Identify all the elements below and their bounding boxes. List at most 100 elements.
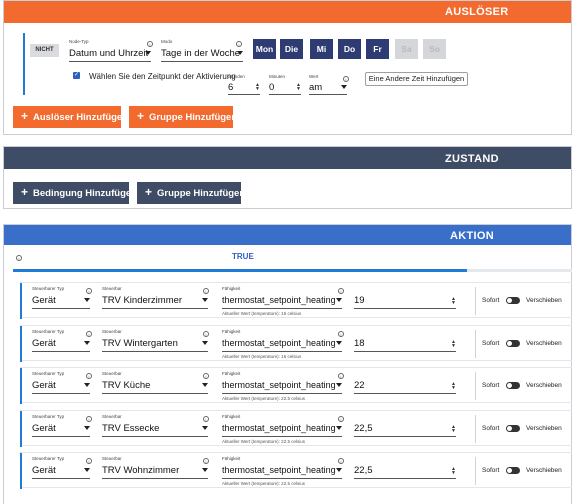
info-icon[interactable]: i bbox=[203, 288, 209, 294]
row-device-select[interactable]: TRV Wohnzimmer bbox=[102, 465, 208, 479]
row-device-select[interactable]: TRV Kinderzimmer bbox=[102, 295, 208, 309]
info-icon[interactable]: i bbox=[86, 331, 92, 337]
row-value-input[interactable]: 18 ▲ ▼ bbox=[354, 338, 456, 352]
day-button-sa[interactable]: Sa bbox=[395, 39, 418, 59]
row-type-value: Gerät bbox=[32, 423, 56, 434]
row-device-select[interactable]: TRV Wintergarten bbox=[102, 338, 208, 352]
chevron-down-icon bbox=[202, 468, 208, 472]
spinner-icon[interactable]: ▲ ▼ bbox=[451, 424, 456, 434]
row-divider bbox=[475, 287, 476, 315]
mode-select[interactable]: Tage in der Woche bbox=[161, 48, 243, 62]
info-icon[interactable]: i bbox=[338, 288, 344, 294]
info-icon[interactable]: i bbox=[86, 288, 92, 294]
add-condition-group-button[interactable]: + Gruppe Hinzufügen bbox=[137, 182, 245, 204]
mode-value: Tage in der Woche bbox=[161, 48, 241, 59]
day-button-so[interactable]: So bbox=[423, 39, 446, 59]
info-icon[interactable]: i bbox=[343, 76, 349, 82]
add-trigger-button[interactable]: + Auslöser Hinzufügen bbox=[13, 106, 128, 128]
row-delay-label: Verschieben bbox=[526, 467, 562, 474]
row-value-input[interactable]: 22,5 ▲ ▼ bbox=[354, 423, 456, 437]
row-device-label: Steuerbar bbox=[102, 286, 122, 291]
row-type-select[interactable]: Gerät bbox=[32, 295, 90, 309]
spinner-icon[interactable]: ▲ ▼ bbox=[296, 82, 301, 92]
info-icon[interactable]: i bbox=[203, 416, 209, 422]
row-delay-toggle[interactable] bbox=[506, 382, 520, 389]
day-button-mon[interactable]: Mon bbox=[253, 39, 276, 59]
info-icon[interactable]: i bbox=[203, 331, 209, 337]
info-icon[interactable]: i bbox=[236, 41, 242, 47]
row-value-input[interactable]: 19 ▲ ▼ bbox=[354, 295, 456, 309]
row-type-select[interactable]: Gerät bbox=[32, 380, 90, 394]
info-icon[interactable]: i bbox=[338, 331, 344, 337]
spinner-icon[interactable]: ▲ ▼ bbox=[451, 466, 456, 476]
chevron-down-icon bbox=[336, 383, 342, 387]
info-icon[interactable]: i bbox=[16, 255, 22, 261]
add-trigger-group-label: Gruppe Hinzufügen bbox=[149, 112, 238, 123]
node-type-select[interactable]: Datum und Uhrzeit bbox=[69, 48, 151, 62]
row-delay-toggle[interactable] bbox=[506, 425, 520, 432]
info-icon[interactable]: i bbox=[338, 373, 344, 379]
row-type-value: Gerät bbox=[32, 380, 56, 391]
row-type-select[interactable]: Gerät bbox=[32, 465, 90, 479]
add-condition-button[interactable]: + Bedingung Hinzufügen bbox=[13, 182, 137, 204]
info-icon[interactable]: i bbox=[338, 458, 344, 464]
info-icon[interactable]: i bbox=[203, 458, 209, 464]
day-button-fr[interactable]: Fr bbox=[366, 39, 389, 59]
info-icon[interactable]: i bbox=[338, 416, 344, 422]
trigger-header-title: AUSLÖSER bbox=[445, 6, 509, 18]
row-current-value: Aktueller Wert (temperature): 22.5 celsi… bbox=[222, 396, 305, 401]
action-row-3: Steuerbarer Typ i Gerät Steuerbar i TRV … bbox=[20, 367, 572, 404]
row-ability-select[interactable]: thermostat_setpoint_heating bbox=[222, 295, 342, 309]
ampm-select[interactable]: am bbox=[309, 82, 347, 95]
spinner-icon[interactable]: ▲ ▼ bbox=[451, 339, 456, 349]
add-trigger-label: Auslöser Hinzufügen bbox=[33, 112, 129, 123]
info-icon[interactable]: i bbox=[86, 373, 92, 379]
row-delay-toggle[interactable] bbox=[506, 467, 520, 474]
row-value-input[interactable]: 22,5 ▲ ▼ bbox=[354, 465, 456, 479]
hours-input[interactable]: 6 ▲ ▼ bbox=[228, 82, 260, 95]
plus-icon: + bbox=[21, 185, 29, 199]
tab-true[interactable]: TRUE bbox=[232, 252, 254, 261]
info-icon[interactable]: i bbox=[147, 41, 153, 47]
condition-header-title: ZUSTAND bbox=[445, 153, 499, 165]
row-type-select[interactable]: Gerät bbox=[32, 338, 90, 352]
row-accent-bar bbox=[20, 411, 22, 447]
spinner-icon[interactable]: ▲ ▼ bbox=[451, 381, 456, 391]
not-toggle-button[interactable]: NICHT bbox=[30, 44, 59, 57]
info-icon[interactable]: i bbox=[203, 373, 209, 379]
spinner-icon[interactable]: ▲ ▼ bbox=[451, 296, 456, 306]
row-value-input[interactable]: 22 ▲ ▼ bbox=[354, 380, 456, 394]
row-device-label: Steuerbar bbox=[102, 414, 122, 419]
day-button-die[interactable]: Die bbox=[280, 39, 303, 59]
activation-time-checkbox[interactable]: ✓ bbox=[73, 72, 80, 79]
row-value: 22,5 bbox=[354, 465, 373, 476]
row-delay-toggle[interactable] bbox=[506, 340, 520, 347]
info-icon[interactable]: i bbox=[86, 458, 92, 464]
row-delay-label: Verschieben bbox=[526, 382, 562, 389]
row-current-value: Aktueller Wert (temperature): 22.5 celsi… bbox=[222, 439, 305, 444]
node-type-label: Node-Typ bbox=[69, 39, 89, 44]
row-ability-select[interactable]: thermostat_setpoint_heating bbox=[222, 380, 342, 394]
day-button-do[interactable]: Do bbox=[338, 39, 361, 59]
row-ability-select[interactable]: thermostat_setpoint_heating bbox=[222, 465, 342, 479]
row-ability-label: Fähigkeit bbox=[222, 414, 241, 419]
row-delay-toggle[interactable] bbox=[506, 297, 520, 304]
row-device-label: Steuerbar bbox=[102, 329, 122, 334]
row-device-value: TRV Wohnzimmer bbox=[102, 465, 180, 476]
chevron-down-icon bbox=[237, 51, 243, 55]
row-type-select[interactable]: Gerät bbox=[32, 423, 90, 437]
spinner-icon[interactable]: ▲ ▼ bbox=[255, 82, 260, 92]
add-time-button[interactable]: Eine Andere Zeit Hinzufügen bbox=[365, 72, 468, 86]
row-ability-select[interactable]: thermostat_setpoint_heating bbox=[222, 423, 342, 437]
day-button-mi[interactable]: Mi bbox=[310, 39, 333, 59]
row-device-value: TRV Küche bbox=[102, 380, 151, 391]
add-condition-label: Bedingung Hinzufügen bbox=[33, 188, 137, 199]
row-value: 22,5 bbox=[354, 423, 373, 434]
info-icon[interactable]: i bbox=[86, 416, 92, 422]
add-trigger-group-button[interactable]: + Gruppe Hinzufügen bbox=[129, 106, 237, 128]
row-device-select[interactable]: TRV Essecke bbox=[102, 423, 208, 437]
hours-label: Stunden bbox=[228, 74, 245, 79]
row-ability-select[interactable]: thermostat_setpoint_heating bbox=[222, 338, 342, 352]
row-device-select[interactable]: TRV Küche bbox=[102, 380, 208, 394]
minutes-input[interactable]: 0 ▲ ▼ bbox=[269, 82, 301, 95]
